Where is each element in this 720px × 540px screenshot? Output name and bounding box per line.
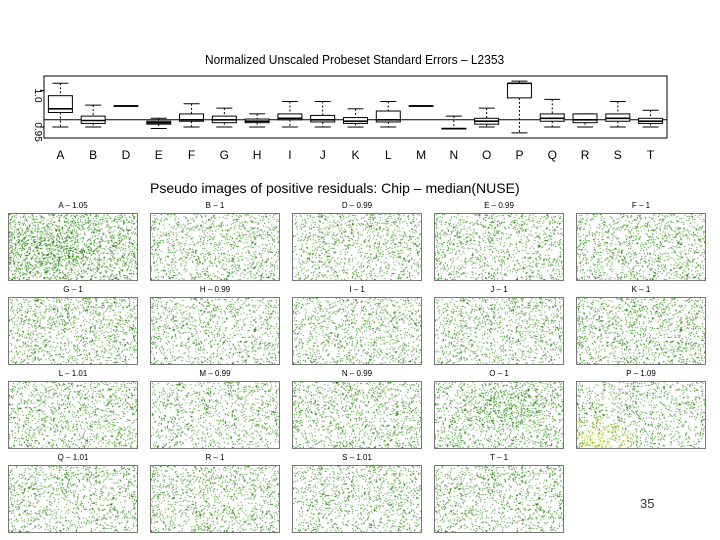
panel-label: O – 1 xyxy=(489,369,509,378)
x-tick-label: A xyxy=(56,148,64,162)
panel-label: K – 1 xyxy=(631,285,651,294)
page-number: 35 xyxy=(640,496,655,511)
residual-image xyxy=(150,381,280,449)
box-F xyxy=(179,113,205,122)
pseudo-image-panel: S – 1.01 xyxy=(292,453,422,535)
x-tick-label: T xyxy=(647,148,655,162)
panel-label: I – 1 xyxy=(349,285,365,294)
pseudo-image-panel: R – 1 xyxy=(150,453,280,535)
box-L xyxy=(375,110,401,123)
panel-label: G – 1 xyxy=(63,285,83,294)
x-tick-label: F xyxy=(188,148,195,162)
residual-image xyxy=(150,465,280,533)
pseudo-image-panel: T – 1 xyxy=(434,453,564,535)
x-tick-label: S xyxy=(614,148,622,162)
panel-label: D – 0.99 xyxy=(341,201,373,210)
y-tick-label: 0.95 xyxy=(32,122,43,142)
panel-label: R – 1 xyxy=(205,453,225,462)
pseudo-image-panel: L – 1.01 xyxy=(8,369,138,451)
residual-image xyxy=(8,465,138,533)
panel-label: S – 1.01 xyxy=(342,453,372,462)
pseudo-image-panel: P – 1.09 xyxy=(576,369,706,451)
panel-label: E – 0.99 xyxy=(484,201,514,210)
panel-label: T – 1 xyxy=(489,453,509,462)
pseudo-image-panel: J – 1 xyxy=(434,285,564,367)
pseudo-image-panel: F – 1 xyxy=(576,201,706,283)
pseudo-image-panel: H – 0.99 xyxy=(150,285,280,367)
residual-image xyxy=(150,213,280,281)
x-tick-label: Q xyxy=(548,148,557,162)
panel-label: N – 0.99 xyxy=(341,369,373,378)
box-J xyxy=(310,114,336,123)
pseudo-image-panel: K – 1 xyxy=(576,285,706,367)
box-P xyxy=(506,82,532,99)
x-tick-label: G xyxy=(220,148,229,162)
residual-image xyxy=(292,465,422,533)
pseudo-image-panel: M – 0.99 xyxy=(150,369,280,451)
panel-label: L – 1.01 xyxy=(58,369,88,378)
pseudo-image-panel: I – 1 xyxy=(292,285,422,367)
residual-image xyxy=(576,213,706,281)
residual-image xyxy=(434,465,564,533)
residual-image xyxy=(576,381,706,449)
plot-frame xyxy=(43,75,668,139)
residual-image xyxy=(8,381,138,449)
pseudo-image-panel: A – 1.05 xyxy=(8,201,138,283)
x-tick-label: M xyxy=(416,148,426,162)
pseudo-image-panel: E – 0.99 xyxy=(434,201,564,283)
box-A xyxy=(47,95,73,113)
x-tick-label: E xyxy=(155,148,163,162)
x-tick-label: B xyxy=(89,148,97,162)
box-R xyxy=(572,113,598,124)
pseudo-image-panel: Q – 1.01 xyxy=(8,453,138,535)
panel-label: J – 1 xyxy=(490,285,508,294)
pseudo-images-title: Pseudo images of positive residuals: Chi… xyxy=(150,180,520,196)
pseudo-image-panel: O – 1 xyxy=(434,369,564,451)
x-tick-label: N xyxy=(450,148,459,162)
residual-image xyxy=(292,381,422,449)
panel-label: B – 1 xyxy=(205,201,225,210)
box-I xyxy=(277,113,303,121)
residual-image xyxy=(434,381,564,449)
x-tick-label: J xyxy=(320,148,326,162)
panel-label: A – 1.05 xyxy=(58,201,88,210)
panel-label: M – 0.99 xyxy=(199,369,231,378)
x-tick-label: P xyxy=(515,148,523,162)
residual-image xyxy=(292,297,422,365)
residual-image xyxy=(576,297,706,365)
residual-image xyxy=(434,297,564,365)
x-tick-label: L xyxy=(385,148,392,162)
residual-image xyxy=(292,213,422,281)
boxplot-title: Normalized Unscaled Probeset Standard Er… xyxy=(205,52,505,67)
y-tick-label: 1.0 xyxy=(32,89,43,103)
pseudo-image-panel: G – 1 xyxy=(8,285,138,367)
residual-image xyxy=(8,297,138,365)
residual-image xyxy=(150,297,280,365)
panel-label: H – 0.99 xyxy=(199,285,231,294)
x-tick-label: R xyxy=(581,148,590,162)
pseudo-image-panel: N – 0.99 xyxy=(292,369,422,451)
x-tick-label: K xyxy=(351,148,359,162)
pseudo-image-panel: D – 0.99 xyxy=(292,201,422,283)
boxplot-chart: 0.95 1.0 A B D E F G H I J K L M N O P Q R S T xyxy=(32,75,668,162)
panel-label: F – 1 xyxy=(631,201,651,210)
pseudo-image-panel: B – 1 xyxy=(150,201,280,283)
residual-image xyxy=(8,213,138,281)
panel-label: P – 1.09 xyxy=(626,369,656,378)
x-tick-label: D xyxy=(122,148,131,162)
x-tick-label: O xyxy=(482,148,491,162)
panel-label: Q – 1.01 xyxy=(57,453,89,462)
x-tick-label: H xyxy=(253,148,262,162)
x-tick-label: I xyxy=(288,148,291,162)
residual-image xyxy=(434,213,564,281)
